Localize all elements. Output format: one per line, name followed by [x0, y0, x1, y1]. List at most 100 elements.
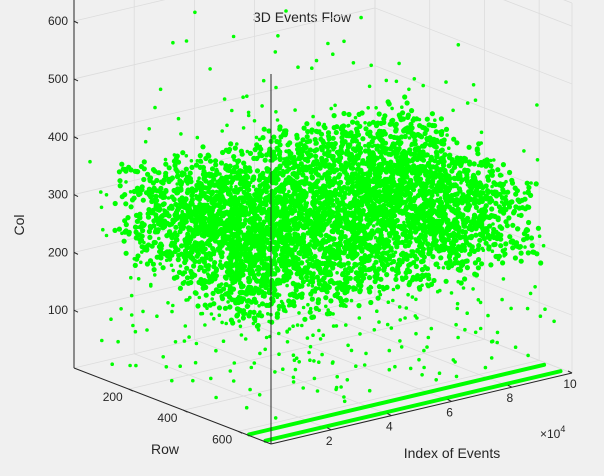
scatter-point	[400, 210, 406, 216]
scatter-point	[333, 129, 339, 136]
scatter-point	[326, 41, 330, 46]
scatter-point	[257, 137, 262, 142]
scatter-point	[431, 234, 437, 240]
scatter-point	[400, 174, 406, 180]
scatter-point	[396, 171, 400, 176]
scatter-point	[493, 200, 499, 206]
scatter-point	[399, 259, 405, 265]
scatter-point	[402, 94, 408, 100]
scatter-point	[428, 203, 434, 209]
scatter-point	[252, 228, 257, 232]
scatter-point	[286, 178, 290, 182]
scatter-point	[228, 141, 234, 147]
scatter-point	[362, 363, 367, 367]
scatter-point	[446, 163, 452, 169]
scatter-point	[163, 157, 168, 162]
scatter-point	[399, 134, 405, 140]
scatter-point	[449, 291, 454, 295]
scatter-point	[307, 222, 311, 227]
scatter-point	[253, 254, 258, 259]
scatter-point	[314, 58, 319, 63]
scatter-point	[352, 136, 356, 140]
scatter-point	[178, 264, 183, 268]
scatter-point	[273, 180, 279, 186]
scatter-point	[265, 229, 270, 233]
scatter-point	[524, 227, 531, 233]
scatter-point	[415, 248, 420, 252]
scatter-point	[123, 201, 129, 207]
scatter-point	[147, 175, 154, 181]
scatter-point	[431, 277, 437, 284]
scatter-point	[157, 236, 161, 241]
scatter-point	[406, 185, 412, 191]
scatter-point	[334, 254, 339, 258]
grid-line	[73, 7, 376, 80]
scatter-point	[319, 155, 325, 161]
scatter-point	[360, 174, 365, 179]
scatter-point	[422, 142, 427, 147]
scatter-point	[376, 269, 380, 274]
scatter-point	[307, 246, 311, 250]
scatter-point	[221, 210, 225, 215]
scatter-point	[303, 222, 308, 226]
scatter-point	[453, 210, 459, 216]
scatter-point	[437, 167, 443, 173]
scatter-point	[476, 209, 481, 213]
scatter-point	[479, 225, 485, 231]
scatter-point	[506, 215, 512, 221]
scatter-point	[226, 300, 230, 304]
scatter-point	[277, 198, 283, 204]
scatter-point	[376, 207, 381, 212]
scatter-point	[199, 212, 204, 217]
scatter-point	[145, 211, 151, 217]
scatter-point	[204, 240, 210, 247]
scatter-point	[384, 228, 389, 233]
scatter-point	[344, 323, 348, 327]
scatter-point	[438, 129, 444, 135]
scatter-point	[347, 203, 353, 209]
scatter-point	[369, 249, 376, 255]
scatter-point	[380, 255, 385, 259]
scatter-point	[469, 246, 475, 252]
scatter-point	[166, 231, 171, 236]
scatter-point	[195, 303, 201, 309]
scatter-point	[474, 187, 480, 193]
scatter-point	[349, 348, 354, 353]
scatter-point	[518, 250, 524, 256]
scatter-point	[202, 278, 207, 282]
scatter-point	[522, 149, 526, 153]
scatter-point	[290, 185, 296, 191]
scatter-point	[453, 250, 459, 256]
scatter-point	[366, 106, 371, 110]
scatter-point	[237, 319, 241, 323]
scatter-point	[357, 275, 362, 279]
scatter-point	[366, 165, 371, 169]
scatter-point	[161, 355, 165, 359]
scatter-point	[307, 350, 311, 355]
scatter-point	[301, 386, 306, 390]
scatter-point	[251, 315, 257, 321]
scatter-point	[420, 258, 426, 264]
scatter-point	[307, 164, 313, 170]
scatter-point	[221, 339, 226, 344]
scatter-point	[395, 284, 401, 290]
scatter-point	[232, 207, 236, 212]
scatter-point	[474, 146, 480, 152]
scatter-point	[318, 164, 323, 168]
scatter-point	[160, 265, 166, 271]
scatter-point	[385, 261, 391, 268]
scatter-point	[180, 205, 184, 209]
scatter-point	[392, 240, 398, 246]
scatter-point	[385, 202, 392, 208]
scatter-point	[388, 163, 394, 169]
scatter-point	[277, 224, 282, 228]
scatter-point	[240, 246, 246, 252]
scatter-point	[314, 223, 319, 227]
scatter-point	[467, 161, 473, 167]
scatter-point	[427, 222, 433, 228]
scatter-point	[315, 297, 322, 303]
scatter-point	[272, 199, 278, 205]
scatter-point	[327, 270, 333, 276]
scatter-point	[184, 298, 188, 302]
scatter-point	[128, 204, 134, 210]
